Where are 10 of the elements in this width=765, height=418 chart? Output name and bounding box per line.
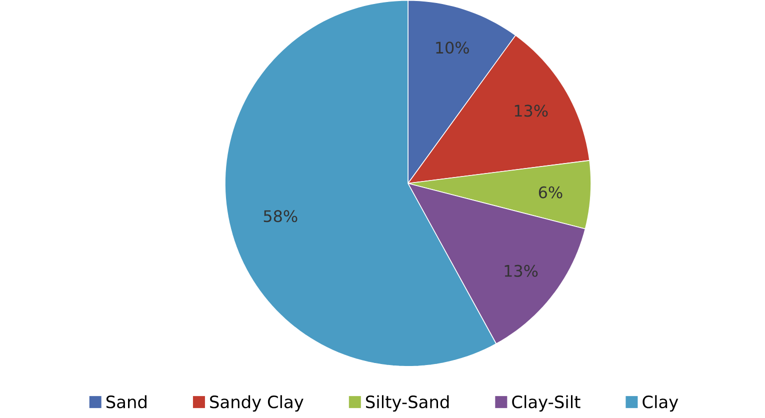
data-label: 58%: [264, 210, 298, 222]
data-label: 10%: [436, 41, 469, 54]
data-label: 13%: [504, 264, 538, 277]
legend-label: Clay-Silt: [512, 395, 580, 412]
legend-label: Sand: [106, 395, 146, 408]
legend-label: Sandy Clay: [210, 395, 304, 412]
data-label: 6%: [538, 186, 562, 198]
data-label: 13%: [514, 104, 548, 117]
legend-label: Clay: [642, 395, 678, 412]
legend-label: Silty-Sand: [366, 395, 449, 412]
